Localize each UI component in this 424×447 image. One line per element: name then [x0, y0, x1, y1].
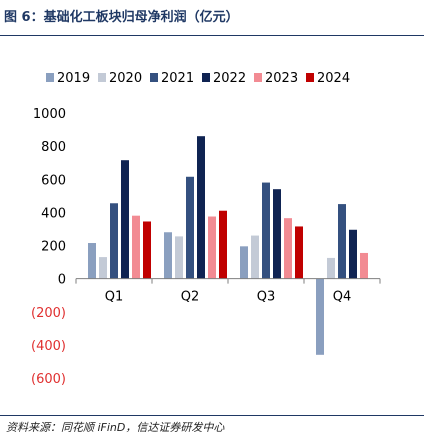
legend-swatch-2022: [202, 73, 210, 82]
legend-label-2019: 2019: [57, 71, 90, 86]
x-category-label: Q4: [333, 290, 352, 305]
bar-Q4-2021: [338, 204, 346, 279]
y-tick-label: 0: [58, 273, 66, 288]
chart-legend: 2019 2020 2021 2022 2023 2024: [46, 71, 350, 86]
y-tick-label: 400: [41, 206, 66, 221]
bar-Q1-2022: [121, 160, 129, 279]
legend-label-2022: 2022: [213, 71, 246, 86]
source-note: 资料来源：同花顺 iFinD，信达证券研发中心: [6, 421, 225, 434]
footer-divider: [0, 415, 424, 416]
y-tick-label: 1000: [33, 107, 66, 122]
y-tick-label: (400): [31, 339, 66, 354]
bar-Q2-2021: [186, 176, 194, 279]
bar-Q3-2023: [284, 218, 292, 279]
bar-Q2-2020: [175, 236, 183, 279]
y-tick-label: 800: [41, 140, 66, 155]
bar-Q1-2020: [99, 257, 107, 279]
y-tick-label: 600: [41, 173, 66, 188]
bar-Q1-2021: [110, 203, 118, 279]
legend-swatch-2019: [46, 73, 54, 82]
bar-Q1-2019: [88, 243, 96, 279]
x-category-label: Q3: [257, 290, 276, 305]
bar-Q3-2024: [295, 226, 303, 279]
legend-swatch-2024: [306, 73, 314, 82]
bar-Q1-2024: [143, 221, 151, 279]
y-tick-label: 200: [41, 240, 66, 255]
y-axis: 1000 800 600 400 200 0 (200) (400) (600): [31, 107, 66, 387]
bar-Q3-2022: [273, 189, 281, 279]
bar-Q2-2019: [164, 232, 172, 279]
legend-label-2024: 2024: [317, 71, 350, 86]
bar-Q2-2023: [208, 216, 216, 279]
bar-Q4-2022: [349, 229, 357, 279]
x-axis: Q1 Q2 Q3 Q4: [75, 278, 381, 305]
bar-Q3-2020: [251, 235, 259, 279]
legend-swatch-2021: [150, 73, 158, 82]
y-tick-label: (600): [31, 372, 66, 387]
bar-Q4-2023: [360, 252, 368, 279]
bar-series-group: [88, 136, 368, 355]
bar-Q4-2019: [316, 278, 324, 355]
x-category-label: Q1: [105, 290, 124, 305]
bar-Q2-2022: [197, 136, 205, 279]
legend-label-2023: 2023: [265, 71, 298, 86]
bar-chart: 2019 2020 2021 2022 2023 2024 1000 800 600 400 20…: [31, 71, 381, 387]
bar-Q2-2024: [219, 210, 227, 279]
x-category-label: Q2: [181, 290, 200, 305]
bar-Q3-2021: [262, 182, 270, 279]
bar-Q3-2019: [240, 246, 248, 279]
legend-swatch-2020: [98, 73, 106, 82]
y-tick-label: (200): [31, 306, 66, 321]
legend-label-2021: 2021: [161, 71, 194, 86]
bar-Q4-2020: [327, 257, 335, 279]
legend-swatch-2023: [254, 73, 262, 82]
title-divider: [0, 35, 424, 36]
figure-title: 图 6：基础化工板块归母净利润（亿元）: [4, 10, 239, 25]
legend-label-2020: 2020: [109, 71, 142, 86]
bar-Q1-2023: [132, 215, 140, 279]
